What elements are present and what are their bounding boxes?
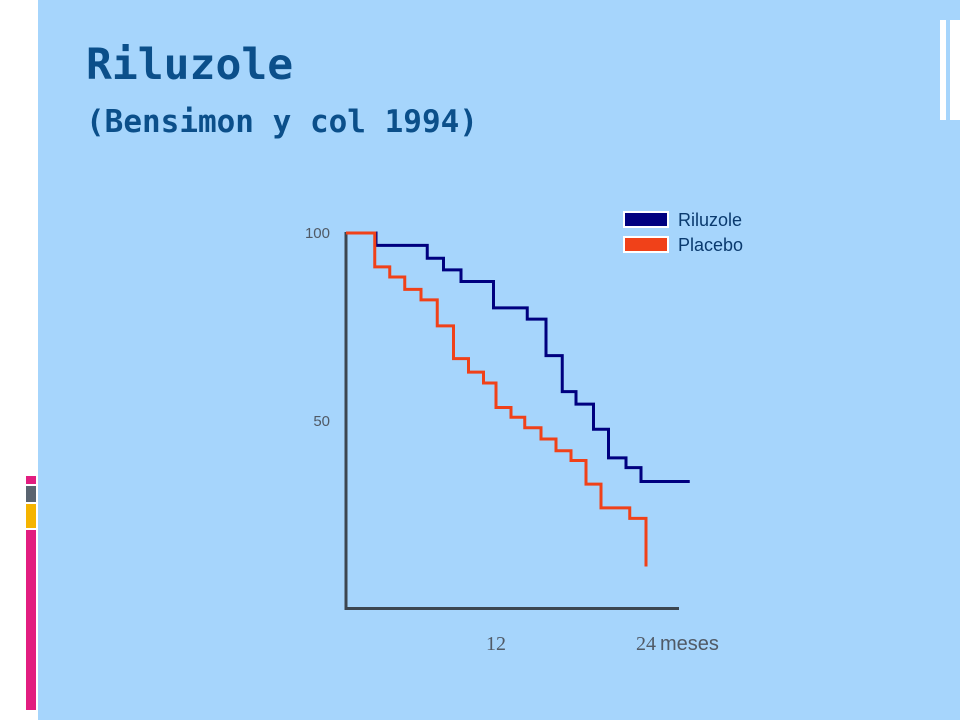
stripe-right-2 — [950, 20, 960, 120]
x-unit-label: meses — [660, 633, 719, 655]
y-tick-label-100: 100 — [305, 225, 330, 242]
accent-bar-gray — [26, 486, 36, 502]
slide-background — [38, 0, 960, 720]
x-tick-label-12: 12 — [486, 633, 506, 655]
accent-bar-white-top — [20, 472, 24, 508]
accent-bar-magenta-top — [26, 476, 36, 484]
x-tick-labels: 12 24 meses — [486, 633, 719, 655]
slide-subtitle: (Bensimon y col 1994) — [86, 104, 478, 140]
accent-bar-white-bottom — [20, 510, 24, 710]
y-tick-label-50: 50 — [313, 413, 330, 430]
legend-label-placebo: Placebo — [678, 235, 743, 255]
chart-legend: Riluzole Placebo — [623, 210, 743, 255]
slide-title: Riluzole — [86, 40, 294, 90]
series-line-riluzole — [346, 231, 690, 484]
y-tick-labels: 100 50 — [305, 225, 330, 430]
series-line-placebo — [346, 231, 648, 567]
x-tick-label-24: 24 — [636, 633, 656, 655]
stripe-right-1 — [940, 20, 946, 120]
accent-bar-yellow — [26, 504, 36, 528]
legend-label-riluzole: Riluzole — [678, 210, 742, 230]
series-layer — [346, 231, 690, 567]
chart-axes — [344, 232, 679, 610]
legend-swatch-placebo — [625, 238, 667, 251]
accent-bar-magenta-long — [26, 530, 36, 710]
legend-swatch-riluzole — [625, 213, 667, 226]
